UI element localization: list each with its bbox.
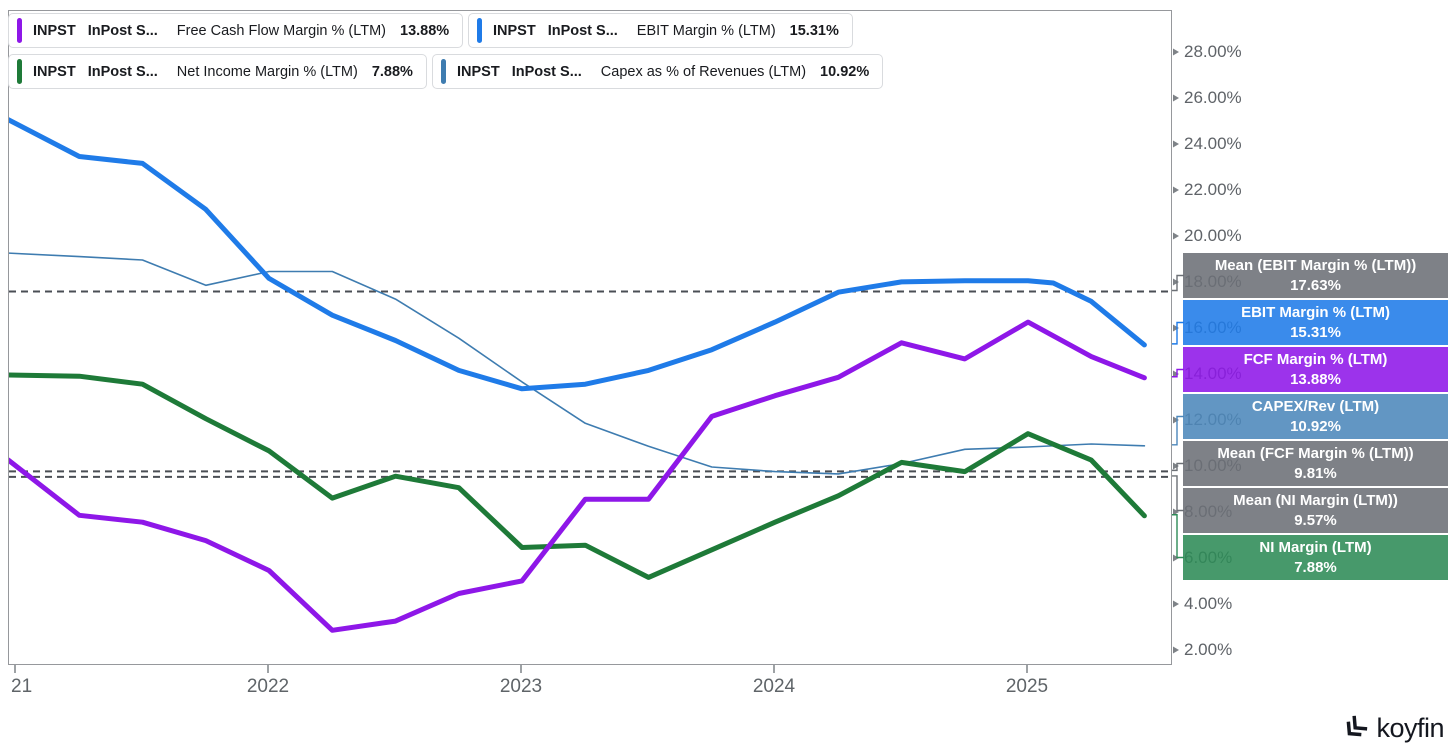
koyfin-wordmark: koyfin bbox=[1376, 713, 1444, 743]
series-flag-fcf-margin: FCF Margin % (LTM) 13.88% bbox=[1183, 347, 1448, 392]
y-axis-tick-label: 28.00% bbox=[1184, 42, 1242, 61]
flag-title: Mean (NI Margin (LTM)) bbox=[1233, 491, 1398, 509]
series-flag-capex-rev: CAPEX/Rev (LTM) 10.92% bbox=[1183, 394, 1448, 439]
x-axis-ticks bbox=[14, 665, 1028, 673]
metric-label: Capex as % of Revenues (LTM) bbox=[600, 63, 807, 80]
flag-value: 7.88% bbox=[1294, 558, 1337, 576]
x-axis-tick-label: 2022 bbox=[246, 676, 290, 697]
company-label: InPost S... bbox=[511, 63, 582, 80]
flag-title: Mean (EBIT Margin % (LTM)) bbox=[1214, 256, 1417, 274]
metric-value: 13.88% bbox=[400, 22, 450, 39]
y-axis-tick-label: 4.00% bbox=[1184, 594, 1233, 613]
flag-title: EBIT Margin % (LTM) bbox=[1241, 303, 1390, 321]
company-label: InPost S... bbox=[87, 22, 158, 39]
flag-title: Mean (FCF Margin % (LTM)) bbox=[1217, 444, 1414, 462]
metric-label: Free Cash Flow Margin % (LTM) bbox=[176, 22, 387, 39]
x-axis-tick-label: 2024 bbox=[752, 676, 796, 697]
x-axis-tick-label: 2023 bbox=[499, 676, 543, 697]
metric-label: EBIT Margin % (LTM) bbox=[636, 22, 776, 39]
series-color-bar bbox=[17, 18, 22, 43]
metric-value: 7.88% bbox=[371, 63, 413, 80]
x-axis-tick-label: 2025 bbox=[1005, 676, 1049, 697]
chart-lines-canvas bbox=[9, 117, 1173, 633]
series-color-bar bbox=[441, 59, 446, 84]
ticker-label: INPST bbox=[33, 22, 76, 39]
y-axis-tick-label: 20.00% bbox=[1184, 226, 1242, 245]
x-axis-tick-label: 21 bbox=[11, 676, 33, 697]
series-color-bar bbox=[17, 59, 22, 84]
metric-value: 15.31% bbox=[789, 22, 839, 39]
y-axis-tick-label: 22.00% bbox=[1184, 180, 1242, 199]
flag-value: 15.31% bbox=[1290, 323, 1341, 341]
series-flag-mean-ni-margin: Mean (NI Margin (LTM)) 9.57% bbox=[1183, 488, 1448, 533]
flag-title: FCF Margin % (LTM) bbox=[1243, 350, 1388, 368]
flag-title: NI Margin (LTM) bbox=[1259, 538, 1372, 556]
chart-plot-area[interactable] bbox=[8, 10, 1173, 665]
series-flag-ni-margin: NI Margin (LTM) 7.88% bbox=[1183, 535, 1448, 580]
y-axis-tick-label: 24.00% bbox=[1184, 134, 1242, 153]
metric-label: Net Income Margin % (LTM) bbox=[176, 63, 358, 80]
flag-value: 9.81% bbox=[1294, 464, 1337, 482]
legend-chip-net-income-margin[interactable]: INPST InPost S... Net Income Margin % (L… bbox=[8, 54, 427, 89]
company-label: InPost S... bbox=[87, 63, 158, 80]
flag-title: CAPEX/Rev (LTM) bbox=[1251, 397, 1380, 415]
company-label: InPost S... bbox=[547, 22, 618, 39]
legend-chip-fcf-margin[interactable]: INPST InPost S... Free Cash Flow Margin … bbox=[8, 13, 464, 48]
flag-value: 9.57% bbox=[1294, 511, 1337, 529]
series-flag-ebit-margin: EBIT Margin % (LTM) 15.31% bbox=[1183, 300, 1448, 345]
ticker-label: INPST bbox=[33, 63, 76, 80]
koyfin-logo[interactable]: koyfin bbox=[1341, 713, 1444, 744]
ticker-label: INPST bbox=[493, 22, 536, 39]
flag-value: 17.63% bbox=[1290, 276, 1341, 294]
series-flag-mean-ebit-margin: Mean (EBIT Margin % (LTM)) 17.63% bbox=[1183, 253, 1448, 298]
flag-value: 13.88% bbox=[1290, 370, 1341, 388]
y-axis-tick-arrows bbox=[1172, 48, 1184, 654]
ticker-label: INPST bbox=[457, 63, 500, 80]
y-axis-tick-label: 2.00% bbox=[1184, 640, 1233, 659]
metric-value: 10.92% bbox=[820, 63, 870, 80]
series-flag-mean-fcf-margin: Mean (FCF Margin % (LTM)) 9.81% bbox=[1183, 441, 1448, 486]
series-color-bar bbox=[477, 18, 482, 43]
legend-chip-ebit-margin[interactable]: INPST InPost S... EBIT Margin % (LTM) 15… bbox=[468, 13, 853, 48]
koyfin-chevrons-icon bbox=[1347, 715, 1368, 737]
flag-value: 10.92% bbox=[1290, 417, 1341, 435]
legend-chip-capex-revenues[interactable]: INPST InPost S... Capex as % of Revenues… bbox=[432, 54, 884, 89]
y-axis-tick-label: 26.00% bbox=[1184, 88, 1242, 107]
